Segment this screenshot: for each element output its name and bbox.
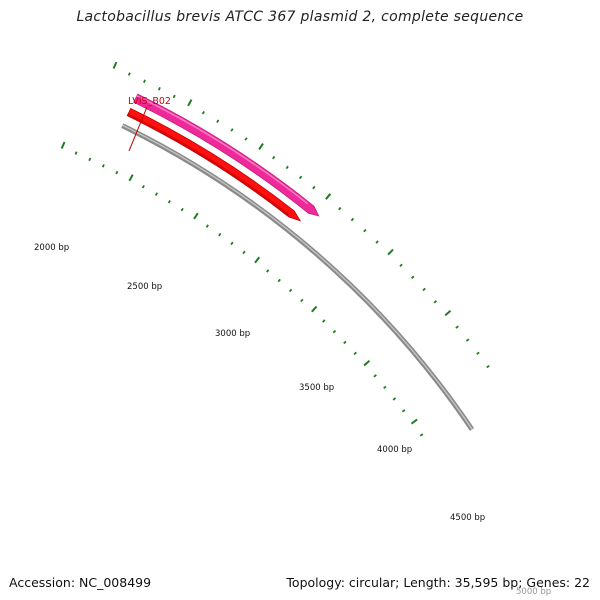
minor-tick — [433, 300, 438, 304]
minor-tick — [373, 374, 377, 378]
minor-tick — [172, 94, 176, 99]
major-tick — [311, 305, 318, 313]
minor-tick — [74, 151, 78, 155]
minor-tick — [419, 433, 424, 437]
minor-tick — [277, 278, 281, 283]
major-tick — [187, 99, 193, 107]
major-tick — [444, 310, 452, 317]
minor-tick — [272, 155, 276, 160]
tick-label: 5000 bp — [516, 587, 551, 597]
minor-tick — [298, 175, 303, 180]
backbone-ring — [121, 123, 475, 431]
tick-label: 3500 bp — [299, 383, 334, 393]
minor-tick — [338, 206, 342, 211]
minor-tick — [422, 287, 426, 292]
minor-tick — [154, 192, 158, 196]
major-tick — [128, 174, 134, 182]
major-tick — [60, 141, 66, 149]
minor-tick — [300, 298, 304, 303]
minor-tick — [465, 338, 470, 342]
minor-tick — [392, 397, 397, 401]
minor-tick — [312, 185, 316, 190]
minor-tick — [476, 351, 480, 355]
major-tick — [254, 256, 261, 264]
minor-tick — [216, 119, 220, 123]
minor-tick — [322, 319, 326, 323]
minor-tick — [401, 409, 406, 413]
minor-tick — [141, 184, 145, 189]
map-title: Lactobacillus brevis ATCC 367 plasmid 2,… — [76, 9, 524, 25]
minor-tick — [410, 275, 415, 279]
minor-tick — [486, 364, 490, 369]
tick-marks — [60, 61, 490, 437]
minor-tick — [230, 128, 234, 132]
major-tick — [193, 212, 199, 220]
tick-label: 4000 bp — [377, 445, 412, 455]
major-tick — [258, 143, 264, 150]
topology-summary: Topology: circular; Length: 35,595 bp; G… — [286, 575, 590, 590]
minor-tick — [353, 351, 357, 356]
minor-tick — [399, 263, 403, 268]
minor-tick — [242, 250, 246, 255]
major-tick — [410, 418, 418, 425]
minor-tick — [180, 207, 184, 212]
minor-tick — [157, 87, 161, 91]
tick-label: 2500 bp — [127, 282, 162, 292]
minor-tick — [127, 72, 131, 76]
reverse-strand-feature[interactable] — [126, 107, 302, 222]
major-tick — [363, 360, 371, 367]
tick-label: 3000 bp — [215, 329, 250, 339]
minor-tick — [142, 79, 146, 83]
minor-tick — [375, 240, 379, 244]
tick-label: 4500 bp — [450, 513, 485, 523]
minor-tick — [101, 164, 105, 168]
minor-tick — [332, 329, 337, 334]
gene-label-leader — [128, 106, 148, 152]
minor-tick — [205, 224, 209, 228]
minor-tick — [115, 170, 119, 175]
minor-tick — [230, 241, 234, 246]
minor-tick — [266, 269, 270, 273]
major-tick — [387, 248, 394, 256]
minor-tick — [218, 232, 222, 237]
minor-tick — [285, 165, 289, 170]
major-tick — [112, 61, 118, 69]
minor-tick — [288, 288, 293, 293]
minor-tick — [383, 385, 387, 389]
minor-tick — [350, 217, 355, 222]
major-tick — [325, 193, 332, 200]
minor-tick — [455, 325, 459, 329]
accession-info: Accession: NC_008499 — [9, 575, 152, 590]
minor-tick — [167, 200, 171, 204]
tick-labels: 2000 bp 2500 bp 3000 bp 3500 bp 4000 bp … — [34, 243, 551, 597]
gene-lvis-b02[interactable] — [133, 93, 320, 217]
tick-label: 2000 bp — [34, 243, 69, 253]
minor-tick — [244, 137, 248, 141]
minor-tick — [201, 110, 205, 115]
minor-tick — [363, 228, 367, 233]
minor-tick — [88, 157, 92, 162]
minor-tick — [343, 340, 347, 345]
gene-label[interactable]: LVIS_B02 — [128, 96, 171, 107]
